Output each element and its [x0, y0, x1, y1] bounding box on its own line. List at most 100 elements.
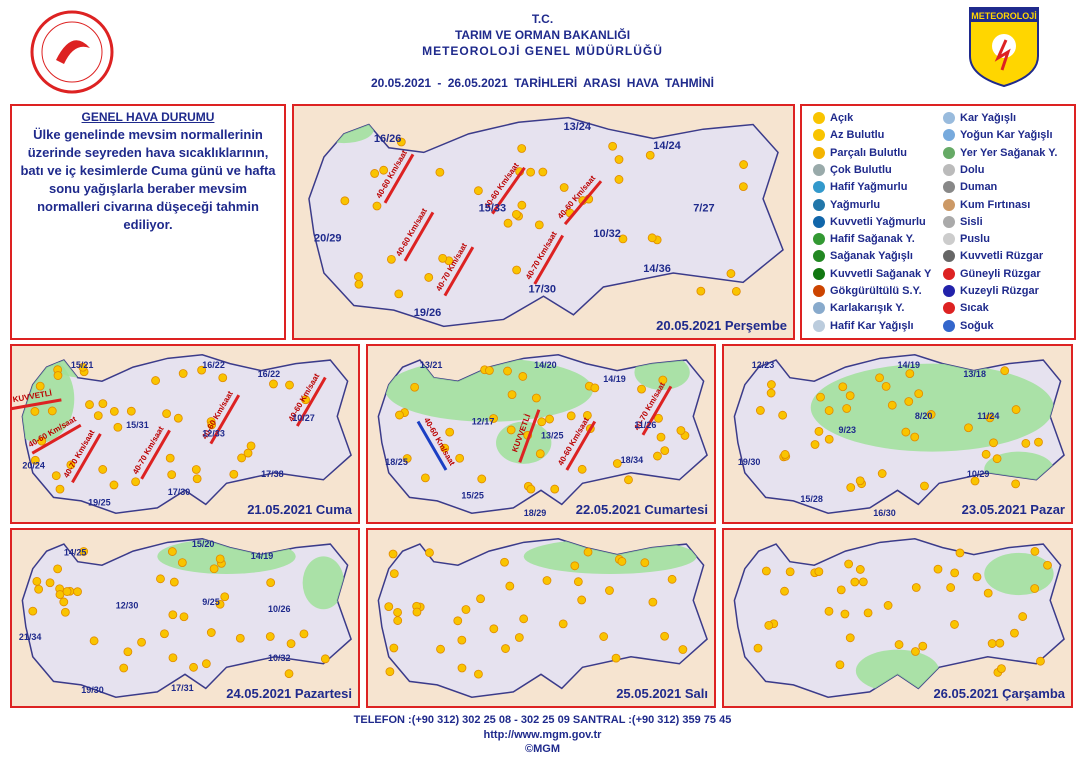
weather-icon	[126, 406, 136, 416]
weather-icon	[538, 167, 548, 177]
meteorology-logo: METEOROLOJİ	[969, 7, 1039, 88]
weather-icon	[455, 453, 465, 463]
temperature: 19/25	[88, 497, 111, 507]
weather-icon	[109, 480, 119, 490]
weather-icon	[696, 286, 706, 296]
weather-icon	[845, 633, 855, 643]
footer-copy: ©MGM	[525, 743, 560, 755]
weather-icon	[766, 388, 776, 398]
weather-icon	[85, 400, 94, 409]
weather-icon	[531, 393, 541, 403]
weather-icon	[512, 265, 522, 275]
weather-icon	[79, 547, 89, 556]
weather-icon	[457, 663, 467, 673]
weather-icon	[987, 639, 997, 648]
weather-icon	[653, 451, 662, 461]
weather-icon	[379, 165, 389, 175]
legend-icon	[943, 146, 955, 159]
weather-icon	[435, 167, 445, 177]
weather-icon	[614, 155, 624, 164]
weather-icon	[654, 413, 663, 423]
temperature: 18/34	[621, 455, 644, 465]
legend-item: Parçalı Bulutlu	[813, 146, 907, 159]
weather-icon	[904, 397, 914, 406]
rain-area	[984, 552, 1054, 596]
weather-icon	[738, 182, 748, 192]
weather-icon	[177, 558, 187, 567]
weather-icon	[137, 637, 146, 647]
temperature: 14/19	[603, 374, 626, 384]
weather-icon	[511, 209, 521, 219]
weather-icon	[393, 607, 402, 617]
logo-text: METEOROLOJİ	[971, 11, 1037, 21]
legend-item: Kuzeyli Rüzgar	[943, 285, 1039, 297]
wind-arrow	[71, 433, 102, 484]
weather-icon	[816, 392, 825, 402]
temperature: 14/24	[653, 140, 681, 152]
weather-icon	[192, 474, 202, 484]
country	[21, 354, 352, 514]
weather-icon	[1043, 560, 1052, 570]
weather-icon	[425, 548, 434, 558]
weather-icon	[726, 269, 736, 278]
wind-arrow	[383, 153, 415, 204]
weather-icon	[824, 606, 834, 616]
map-date: 20.05.2021 Perşembe	[656, 318, 787, 333]
weather-icon	[45, 578, 55, 588]
weather-icon	[542, 576, 552, 585]
weather-icon	[517, 200, 527, 210]
weather-icon	[162, 409, 171, 418]
weather-icon	[1036, 656, 1045, 666]
weather-icon	[1030, 584, 1040, 593]
weather-icon	[265, 632, 275, 641]
legend-item: Puslu	[943, 233, 990, 246]
weather-icon	[810, 440, 820, 449]
weather-icon	[93, 411, 103, 421]
weather-icon	[640, 558, 650, 568]
weather-icon	[855, 565, 865, 574]
temperature: 18/29	[524, 508, 547, 518]
legend-icon	[813, 267, 825, 280]
weather-icon	[824, 406, 834, 415]
weather-icon	[30, 407, 40, 416]
weather-icon	[438, 253, 448, 263]
weather-icon	[59, 597, 69, 607]
weather-icon	[207, 420, 217, 430]
rain-area	[157, 538, 296, 574]
weather-icon	[519, 614, 529, 624]
temperature: 14/20	[534, 360, 557, 370]
weather-icon	[395, 410, 404, 420]
weather-icon	[73, 587, 82, 597]
weather-icon	[950, 568, 960, 578]
legend-item: Sıcak	[943, 302, 989, 315]
legend-item: Kuvvetli Rüzgar	[943, 250, 1043, 263]
weather-icon	[647, 233, 657, 243]
weather-icon	[911, 647, 920, 656]
legend-icon	[943, 319, 955, 332]
rain-areas	[313, 117, 374, 144]
weather-icon	[964, 423, 973, 433]
weather-icon	[582, 410, 592, 420]
legend-item: Dolu	[943, 163, 984, 176]
rain-areas	[523, 538, 697, 574]
wind-arrow	[641, 385, 673, 436]
temperature: 16/26	[374, 133, 402, 145]
country	[733, 538, 1065, 698]
legend-icon	[943, 233, 955, 246]
legend-item: Güneyli Rüzgar	[943, 267, 1041, 280]
legend-item: Kar Yağışlı	[943, 112, 1016, 124]
weather-icon	[453, 616, 463, 626]
weather-icon	[761, 566, 771, 576]
map: 26.05.2021 Çarşamba	[733, 538, 1066, 701]
weather-icon	[573, 577, 583, 587]
weather-icon	[1021, 439, 1031, 448]
weather-icon	[179, 612, 189, 622]
weather-icon	[206, 628, 216, 637]
weather-icon	[855, 476, 865, 486]
weather-icon	[764, 621, 774, 630]
weather-icon	[474, 669, 483, 679]
weather-icon	[489, 414, 498, 423]
weather-icon	[836, 585, 846, 595]
temperature: 15/20	[192, 539, 215, 549]
